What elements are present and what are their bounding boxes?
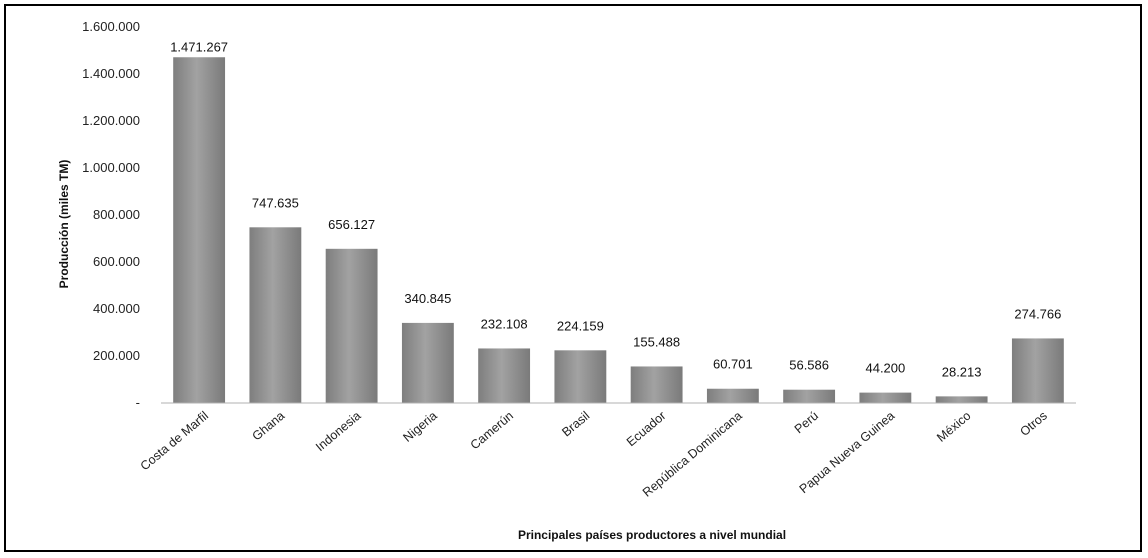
x-category-label: Perú	[792, 409, 821, 437]
y-axis-ticks: - 200.000 400.000 600.000 800.000 1.000.000 1.…	[82, 19, 140, 410]
bar	[706, 388, 759, 403]
bar-value-label: 44.200	[865, 361, 905, 376]
bar	[859, 392, 912, 403]
x-axis-title: Principales países productores a nivel m…	[518, 528, 786, 542]
bar-value-label: 656.127	[328, 217, 375, 232]
bar	[249, 227, 302, 403]
x-category-label: Nigeria	[400, 409, 439, 445]
x-axis-categories: Costa de Marfil Ghana Indonesia Nigeria Came…	[138, 409, 1050, 500]
x-category-label: Ghana	[250, 409, 288, 444]
y-tick-label: 600.000	[93, 254, 140, 269]
x-category-label: Camerún	[468, 409, 516, 453]
bar	[630, 366, 683, 403]
bar	[783, 389, 836, 403]
bar-value-label: 155.488	[633, 334, 680, 349]
bar-value-label: 1.471.267	[170, 39, 228, 54]
y-tick-label: 1.200.000	[82, 113, 140, 128]
x-category-label: Otros	[1017, 409, 1049, 439]
bar	[173, 57, 226, 403]
y-tick-label: 1.000.000	[82, 160, 140, 175]
bar	[1011, 338, 1064, 403]
bar-value-label: 60.701	[713, 357, 753, 372]
bar	[325, 248, 378, 403]
x-category-label: México	[934, 409, 973, 445]
bars	[173, 57, 1064, 403]
y-tick-label: 800.000	[93, 207, 140, 222]
x-category-label: Costa de Marfil	[138, 409, 211, 474]
bar-value-label: 274.766	[1014, 306, 1061, 321]
bar-value-label: 56.586	[789, 358, 829, 373]
chart-frame: - 200.000 400.000 600.000 800.000 1.000.000 1.…	[4, 4, 1142, 552]
y-tick-label: -	[136, 395, 140, 410]
y-axis-title: Producción (miles TM)	[57, 160, 71, 289]
bar-value-label: 747.635	[252, 195, 299, 210]
x-category-label: Brasil	[559, 409, 592, 440]
bar	[554, 350, 607, 403]
y-tick-label: 1.600.000	[82, 19, 140, 34]
x-category-label: Indonesia	[313, 409, 364, 455]
data-labels: 1.471.267 747.635 656.127 340.845 232.108 224…	[170, 39, 1061, 379]
y-tick-label: 200.000	[93, 348, 140, 363]
bar-value-label: 224.159	[557, 318, 604, 333]
y-tick-label: 1.400.000	[82, 66, 140, 81]
bar	[935, 396, 988, 403]
y-tick-label: 400.000	[93, 301, 140, 316]
bar-value-label: 340.845	[404, 291, 451, 306]
x-category-label: Ecuador	[624, 409, 669, 450]
bar	[478, 348, 531, 403]
bar-chart: - 200.000 400.000 600.000 800.000 1.000.000 1.…	[57, 19, 1076, 542]
bar-value-label: 232.108	[481, 316, 528, 331]
bar-value-label: 28.213	[942, 364, 982, 379]
bar	[401, 322, 454, 403]
